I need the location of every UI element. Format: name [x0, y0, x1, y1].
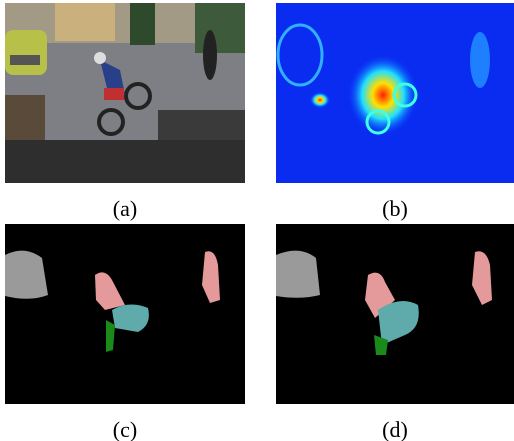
panel-label: (a)	[113, 196, 137, 221]
segmentation-panel	[5, 224, 245, 404]
panel-label: (d)	[382, 417, 408, 441]
photo-panel	[5, 3, 245, 183]
panel-label: (c)	[113, 417, 137, 441]
panel-label: (b)	[382, 196, 408, 221]
heatmap-panel	[276, 3, 514, 183]
segmentation-panel	[276, 224, 514, 404]
